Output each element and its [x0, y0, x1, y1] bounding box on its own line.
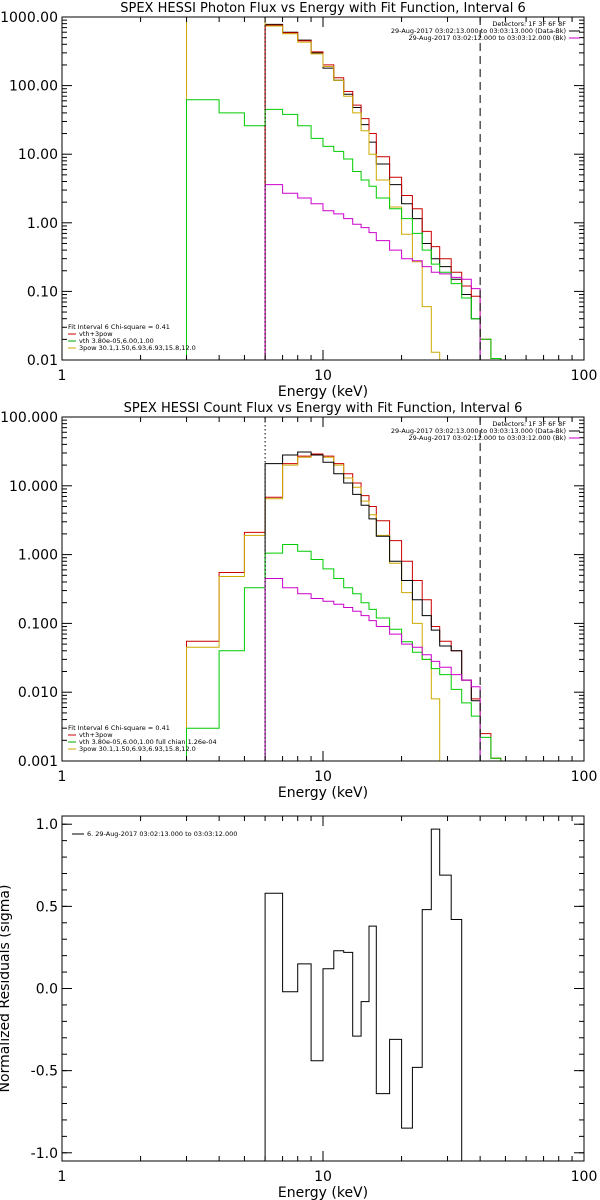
header-line: 29-Aug-2017 03:02:13.000 to 03:03:13.000…	[391, 27, 566, 35]
y-tick-label: 0.010	[18, 685, 58, 701]
legend-line: vth 3.80e-05,6.00,1.00	[79, 337, 154, 345]
legend-line: 6. 29-Aug-2017 03:02:13.000 to 03:03:12.…	[87, 830, 237, 838]
x-axis-label: Energy (keV)	[278, 384, 368, 400]
legend-line: vth+3pow	[79, 731, 113, 739]
x-tick-label: 10	[314, 769, 332, 785]
y-tick-label: 1000.00	[0, 10, 58, 26]
legend-line: vth+3pow	[79, 330, 113, 338]
x-tick-label: 10	[314, 1169, 332, 1185]
y-tick-label: 100.000	[0, 410, 58, 426]
y-tick-label: 0.5	[36, 899, 58, 915]
y-tick-label: 1.00	[27, 216, 58, 232]
header-line: 29-Aug-2017 03:02:13.000 to 03:03:13.000…	[391, 427, 566, 435]
y-tick-label: 100.00	[9, 79, 58, 95]
y-tick-label: -0.5	[31, 1064, 58, 1080]
y-tick-label: 1.0	[36, 817, 58, 833]
x-tick-label: 1	[58, 1169, 67, 1185]
header-line: 29-Aug-2017 03:02:12.000 to 03:03:12.000…	[409, 34, 566, 42]
x-axis-label: Energy (keV)	[278, 1185, 368, 1200]
legend-line: Fit Interval 6 Chi-square = 0.41	[68, 323, 170, 331]
series-line-2	[186, 17, 441, 360]
legend-line: Fit Interval 6 Chi-square = 0.41	[68, 724, 170, 732]
x-tick-label: 1	[58, 769, 67, 785]
header-line: Detectors: 1F 3F 6F 8F	[492, 20, 566, 28]
header-line: 29-Aug-2017 03:02:12.000 to 03:03:12.000…	[409, 434, 566, 442]
series-line-1	[264, 24, 502, 360]
x-tick-label: 100	[571, 769, 598, 785]
y-tick-label: 0.10	[27, 284, 58, 300]
series-line-3	[186, 544, 502, 761]
y-tick-label: 0.100	[18, 616, 58, 632]
legend-line: vth 3.80e-05,6.00,1.00 full chian 1.26e-…	[79, 738, 217, 746]
y-tick-label: -1.0	[31, 1146, 58, 1162]
y-tick-label: 10.00	[18, 147, 58, 163]
legend-line: 3pow 30.1,1.50,6.93,6.93,15.8,12.0	[79, 344, 196, 352]
chart-title: SPEX HESSI Count Flux vs Energy with Fit…	[124, 401, 523, 416]
y-tick-label: 0.001	[18, 754, 58, 770]
series-group	[264, 828, 481, 1161]
y-tick-label: 0.01	[27, 353, 58, 369]
series-line-2	[264, 451, 481, 761]
chart-title: SPEX HESSI Photon Flux vs Energy with Fi…	[120, 1, 526, 16]
x-tick-label: 10	[314, 368, 332, 384]
series-line-4	[264, 184, 481, 360]
series-line-4	[264, 578, 481, 761]
y-axis-label: Normalized Residuals (sigma)	[0, 885, 13, 1093]
x-tick-label: 100	[571, 1169, 598, 1185]
header-line: Detectors: 1F 3F 6F 8F	[492, 420, 566, 428]
series-group	[186, 17, 502, 360]
series-line-3	[186, 99, 502, 360]
series-line-0	[264, 828, 481, 1161]
x-tick-label: 1	[58, 368, 67, 384]
x-tick-label: 100	[571, 368, 598, 384]
y-tick-label: 1.000	[18, 548, 58, 564]
y-tick-label: 10.000	[9, 479, 58, 495]
legend-line: 3pow 30.1,1.50,6.93,6.93,15.8,12.0	[79, 745, 196, 753]
panel-2: 1 10 100 100.000 10.000 1.000 0.100 0.010 0.001 S…	[0, 401, 597, 801]
x-axis-label: Energy (keV)	[278, 785, 368, 801]
y-tick-label: 0.0	[36, 982, 58, 998]
panel-1: 1 10 100 1000.00 100.00 10.00 1.00 0.10 0.01 SPEX…	[0, 1, 597, 400]
panel-3: 1 10 100 1.0 0.5 0.0 -0.5 -1.0 Energy (keV) Norma…	[0, 815, 598, 1200]
